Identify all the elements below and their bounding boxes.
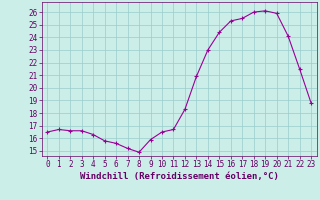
X-axis label: Windchill (Refroidissement éolien,°C): Windchill (Refroidissement éolien,°C) [80,172,279,181]
